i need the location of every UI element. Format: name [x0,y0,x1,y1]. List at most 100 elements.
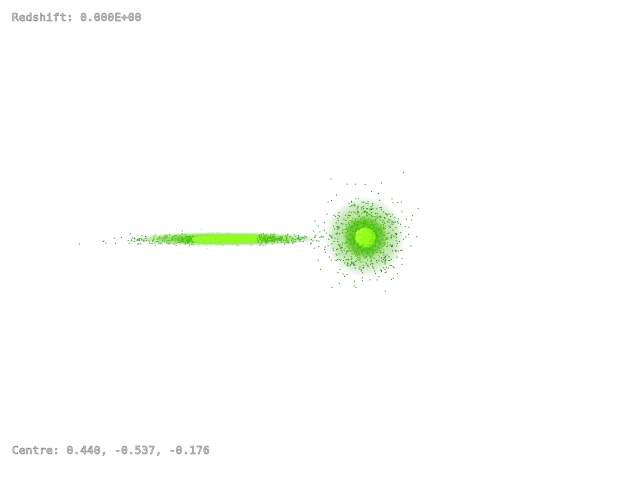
particle [362,239,364,241]
particle [358,242,360,243]
particle [231,240,233,242]
particle [369,235,371,237]
particle [337,232,339,234]
particle [348,239,350,241]
particle [271,243,273,245]
particle [236,238,238,240]
particle [216,239,218,241]
particle [171,238,173,240]
particle [181,230,183,232]
particle [361,230,363,232]
particle [141,239,143,241]
particle [78,243,80,245]
particle [285,235,287,236]
particle [392,266,394,268]
particle [218,243,220,245]
particle [349,223,351,225]
particle [219,235,221,237]
particle [388,260,390,262]
particle [243,236,245,238]
particle [369,228,371,230]
particle [279,239,281,241]
particle [313,230,315,232]
particle [362,233,364,234]
particle [382,239,384,241]
particle [382,245,384,247]
particle [378,216,380,218]
particle [237,236,239,238]
particle [318,240,320,242]
particle [364,236,366,237]
particle [378,229,380,231]
particle [200,228,202,230]
particle [355,287,357,289]
particle [281,239,283,240]
particle [187,236,189,238]
particle [380,217,382,218]
particle [314,236,316,238]
particle [355,234,357,236]
particle [350,239,352,241]
particle [366,251,368,253]
particle [141,235,143,236]
particle [266,242,268,244]
particle [368,214,370,216]
particle [359,220,361,222]
particle [339,233,341,235]
particle [365,227,367,229]
particle [252,242,254,244]
particle [380,224,382,226]
particle [382,242,384,244]
particle [379,227,381,229]
particle [365,202,367,204]
particle [173,239,175,241]
particle [371,255,373,257]
particle [360,227,362,229]
particle [203,239,205,241]
particle [195,241,197,243]
particle [248,236,250,238]
particle [302,237,304,239]
particle [229,241,231,242]
particle [379,269,381,271]
particle [366,212,368,214]
particle [257,241,259,243]
particle [385,271,387,273]
particle [357,234,359,236]
particle [356,260,358,262]
particle [346,241,348,243]
particle [367,264,369,266]
particle [364,232,366,234]
particle [372,204,374,206]
particle [223,241,225,243]
particle [354,212,356,214]
particle [370,239,372,241]
particle [324,246,326,248]
particle [403,238,404,240]
particle [359,254,361,256]
particle [348,247,350,249]
particle [338,245,340,247]
particle [264,237,266,239]
particle [354,240,355,242]
particle [194,236,196,238]
particle [286,240,288,242]
particle [272,237,274,239]
particle [219,241,221,243]
particle [377,228,379,230]
particle [375,219,377,221]
particle [353,203,355,205]
particle [363,257,365,259]
particle [179,241,180,243]
particle [245,238,247,240]
particle [345,228,347,230]
particle [180,239,182,241]
particle [340,246,342,248]
particle [218,238,220,240]
particle [189,241,191,242]
particle [274,240,276,242]
particle [374,234,376,236]
particle [362,267,364,268]
